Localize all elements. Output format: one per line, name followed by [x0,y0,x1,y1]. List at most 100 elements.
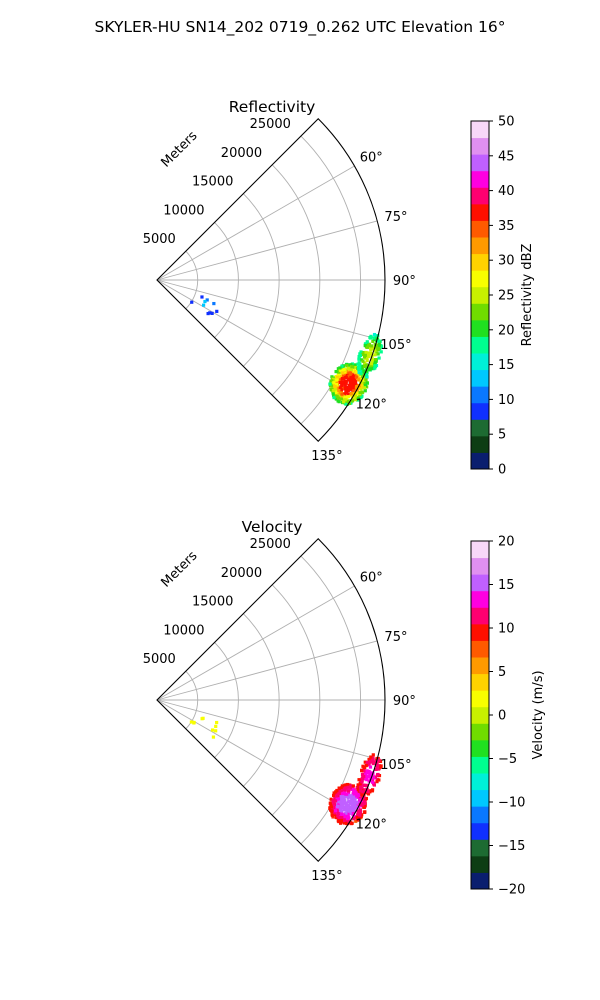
colorbar-segment [471,137,489,155]
echo-pixel [347,811,351,815]
angle-tick-label: 105° [380,758,411,773]
echo-pixel [348,380,353,385]
echo-pixel [365,373,369,377]
echo-pixel [343,398,347,402]
colorbar-segment [471,303,489,321]
colorbar-segment [471,452,489,470]
figure-title: SKYLER-HU SN14_202 0719_0.262 UTC Elevat… [95,18,506,37]
echo-pixel [336,797,341,801]
colorbar-segment [471,286,489,304]
echo-pixel [362,369,366,374]
echo-pixel [334,370,338,374]
echo-pixel [331,392,335,396]
echo-pixel [345,807,349,811]
echo-pixel [365,381,369,385]
echo-pixel [354,365,358,370]
echo-pixel [340,812,344,816]
echo-pixel [200,295,204,299]
echo-pixel [370,367,374,371]
range-axis-label: Meters [159,128,201,170]
echo-pixel [344,794,349,798]
echo-pixel [357,368,361,373]
echo-pixel [363,389,367,393]
colorbar: −20 −15 −10 −5 0 5 10 15 20 Velocity (m/s) [470,535,546,898]
echo-pixel [364,363,368,367]
echo-pixel [333,384,337,389]
echo-pixel [351,808,356,813]
echo-field [189,716,383,826]
echo-pixel [361,373,365,377]
echo-pixel [361,776,365,780]
echo-pixel [329,384,333,388]
echo-pixel [335,375,339,379]
echo-pixel [377,347,381,351]
colorbar-tick-label: 25 [498,289,515,304]
echo-pixel [338,800,342,804]
echo-pixel [348,371,353,375]
echo-pixel [363,361,367,365]
echo-pixel [369,336,373,340]
echo-pixel [350,803,355,807]
echo-pixel [363,788,368,792]
echo-pixel [333,799,337,803]
echo-pixel [336,372,341,376]
echo-pixel [370,789,374,793]
angle-tick-label: 105° [380,338,411,353]
echo-pixel [342,815,346,819]
colorbar-segment [471,872,489,890]
echo-pixel [357,378,361,382]
echo-pixel [329,809,334,813]
reflectivity-panel: Reflectivity60°75°90°105°120°135°5000100… [143,98,535,478]
echo-pixel [331,808,336,812]
echo-pixel [358,362,362,367]
echo-pixel [356,800,360,805]
echo-pixel [371,758,375,762]
echo-pixel [352,379,356,383]
echo-pixel [366,790,370,794]
echo-pixel [337,394,341,398]
echo-pixel [371,359,375,363]
echo-pixel [340,380,345,385]
colorbar-segment [471,187,489,205]
echo-pixel [365,778,369,782]
colorbar-segment [471,270,489,288]
angle-gridline [156,699,355,815]
echo-pixel [368,790,372,794]
echo-pixel [332,791,336,795]
colorbar-segment [471,590,489,608]
colorbar-tick-label: 15 [498,578,515,593]
echo-pixel [347,803,351,808]
echo-pixel [377,343,381,347]
echo-pixel [211,735,216,739]
echo-pixel [343,387,348,391]
echo-pixel [332,395,336,400]
echo-pixel [342,800,346,804]
colorbar-segment [471,855,489,873]
colorbar-segment [471,435,489,453]
echo-pixel [365,345,370,349]
echo-pixel [332,381,336,385]
colorbar-segment [471,773,489,791]
echo-pixel [342,368,346,372]
colorbar-tick-label: 40 [498,184,515,199]
echo-pixel [367,763,371,767]
echo-pixel [346,796,350,800]
echo-pixel [358,391,362,395]
echo-pixel [358,808,362,812]
echo-pixel [337,400,341,404]
echo-pixel [367,344,371,348]
echo-pixel [335,792,339,796]
echo-pixel [358,789,363,793]
echo-pixel [346,800,350,804]
echo-pixel [374,357,378,362]
echo-pixel [372,362,377,366]
echo-pixel [353,804,357,808]
sector-outline [156,118,386,442]
angle-gridline [156,699,378,760]
echo-pixel [358,785,363,789]
echo-pixel [205,298,209,302]
echo-pixel [358,782,362,786]
echo-pixel [349,811,353,815]
echo-pixel [214,724,218,728]
